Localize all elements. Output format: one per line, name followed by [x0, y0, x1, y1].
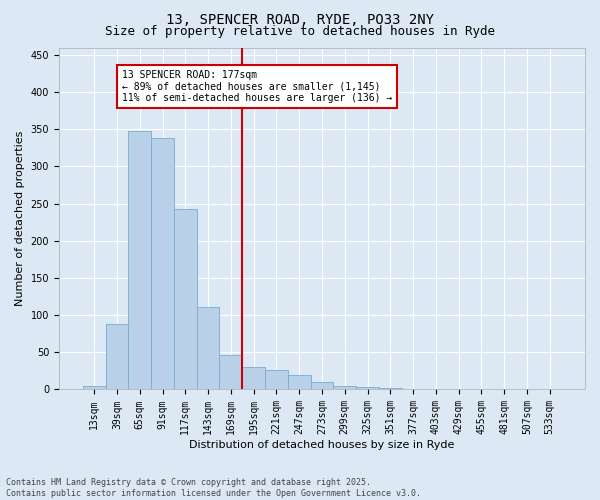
Bar — [265, 370, 288, 390]
Bar — [197, 307, 220, 390]
Text: 13 SPENCER ROAD: 177sqm
← 89% of detached houses are smaller (1,145)
11% of semi: 13 SPENCER ROAD: 177sqm ← 89% of detache… — [122, 70, 392, 103]
Bar — [151, 138, 174, 390]
Bar — [174, 209, 197, 390]
Bar — [493, 388, 515, 390]
Bar — [106, 324, 128, 390]
Text: Contains HM Land Registry data © Crown copyright and database right 2025.
Contai: Contains HM Land Registry data © Crown c… — [6, 478, 421, 498]
X-axis label: Distribution of detached houses by size in Ryde: Distribution of detached houses by size … — [189, 440, 455, 450]
Text: 13, SPENCER ROAD, RYDE, PO33 2NY: 13, SPENCER ROAD, RYDE, PO33 2NY — [166, 12, 434, 26]
Y-axis label: Number of detached properties: Number of detached properties — [15, 131, 25, 306]
Bar — [379, 388, 401, 390]
Bar — [311, 382, 334, 390]
Bar — [128, 131, 151, 390]
Bar — [83, 386, 106, 390]
Bar — [334, 386, 356, 390]
Bar — [288, 374, 311, 390]
Bar — [401, 388, 424, 390]
Bar — [220, 354, 242, 390]
Bar — [424, 388, 447, 390]
Text: Size of property relative to detached houses in Ryde: Size of property relative to detached ho… — [105, 25, 495, 38]
Bar — [356, 387, 379, 390]
Bar — [538, 388, 561, 390]
Bar — [242, 367, 265, 390]
